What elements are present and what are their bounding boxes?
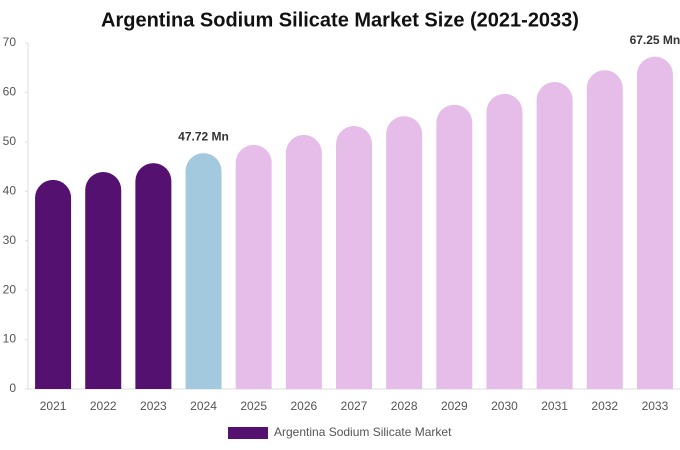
data-label: 47.72 Mn [178, 129, 229, 143]
y-tick-label: 10 [3, 332, 17, 346]
bar [35, 179, 72, 389]
bar [386, 116, 423, 389]
legend-label: Argentina Sodium Silicate Market [274, 425, 452, 439]
bar [536, 82, 573, 389]
x-tick-label: 2027 [341, 399, 368, 413]
bar [185, 153, 222, 389]
x-tick-label: 2031 [541, 399, 568, 413]
bar [235, 144, 272, 389]
y-tick-label: 60 [3, 85, 17, 99]
y-tick-label: 0 [9, 381, 16, 395]
chart-title: Argentina Sodium Silicate Market Size (2… [101, 9, 579, 31]
bar [336, 126, 372, 390]
bar [285, 134, 322, 389]
bar [436, 104, 473, 390]
x-tick-label: 2024 [190, 399, 217, 413]
y-tick-label: 50 [3, 134, 17, 148]
y-tick-label: 30 [3, 233, 17, 247]
bar [586, 70, 623, 389]
data-label: 67.25 Mn [630, 33, 680, 47]
x-tick-label: 2030 [491, 399, 518, 413]
bar [85, 172, 122, 389]
x-tick-label: 2023 [140, 399, 167, 413]
x-tick-label: 2028 [391, 399, 418, 413]
x-tick-label: 2029 [441, 399, 468, 413]
x-tick-label: 2032 [591, 399, 618, 413]
bar [135, 163, 172, 389]
y-tick-label: 70 [3, 35, 17, 49]
y-tick-label: 40 [3, 183, 17, 197]
x-tick-label: 2025 [240, 399, 267, 413]
x-tick-label: 2022 [90, 399, 117, 413]
bar [636, 56, 673, 389]
x-tick-label: 2021 [40, 399, 67, 413]
bar [486, 93, 523, 389]
x-tick-label: 2026 [290, 399, 317, 413]
x-tick-label: 2033 [642, 399, 669, 413]
legend-swatch [228, 427, 268, 439]
y-tick-label: 20 [3, 282, 17, 296]
